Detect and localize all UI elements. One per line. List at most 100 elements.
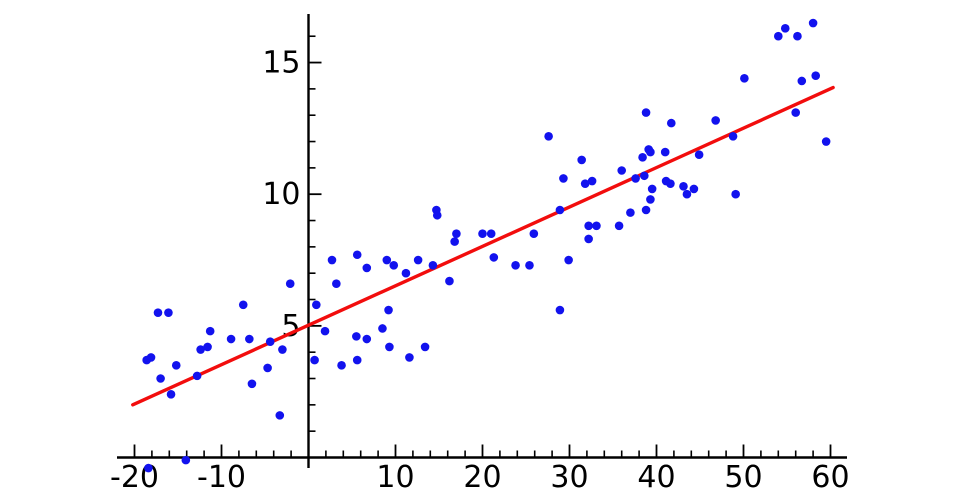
x-tick-label: -10 [197,460,246,495]
data-point [821,137,831,146]
data-point [196,345,205,354]
data-point [405,353,414,362]
data-point [647,184,657,194]
data-point [617,166,626,175]
data-point [689,184,699,194]
data-point [263,363,272,373]
data-point [385,342,394,352]
data-point [711,116,720,125]
data-point [511,260,520,270]
data-point [337,361,346,370]
data-point [245,334,254,344]
data-point [428,260,438,270]
data-point [731,189,740,199]
data-point [679,182,688,191]
data-point [638,153,647,162]
data-point [478,229,487,238]
data-point [265,337,275,346]
data-point [384,305,393,315]
data-point [378,324,387,333]
data-point [584,234,593,244]
data-point [626,208,635,217]
data-point [452,229,461,238]
data-point [666,179,675,188]
regression-line [131,85,835,407]
data-point [166,390,176,399]
y-tick-label: 5 [281,309,300,344]
x-tick-label: 60 [811,460,849,495]
data-point [310,355,319,365]
data-point [432,210,442,220]
data-point [171,361,181,370]
data-point [660,147,670,157]
data-point [641,205,651,215]
data-point [646,147,655,157]
data-point [631,174,640,183]
data-point [181,455,191,465]
data-point [791,108,800,117]
data-point [146,353,156,362]
data-point [352,250,362,260]
data-point [544,131,553,141]
data-point [192,371,202,381]
data-point [728,131,738,141]
data-point [401,268,411,278]
data-point [682,189,692,199]
data-point [640,171,649,181]
data-point [580,179,590,188]
data-point [559,174,568,183]
data-point [555,205,565,215]
data-point [486,229,496,238]
x-tick-label: 50 [724,460,762,495]
data-point [205,326,215,336]
data-point [275,411,285,420]
data-point [332,279,341,289]
y-tick-label: 10 [262,177,300,212]
x-tick-label: 10 [376,460,414,495]
data-point [156,374,165,383]
data-point [312,300,321,310]
data-point [226,334,236,344]
data-point [285,279,295,289]
data-point [529,229,539,238]
data-point [666,118,676,128]
data-point [555,305,565,315]
data-point [203,342,212,352]
data-point [564,255,573,265]
data-point [525,260,534,270]
data-point [278,345,287,354]
data-point [740,74,749,83]
data-point [450,237,459,246]
data-point [614,221,624,231]
data-point [413,255,423,265]
data-point [797,76,807,86]
y-tick-label: 15 [262,46,300,81]
data-point [352,355,362,365]
data-point [320,326,330,336]
data-point [694,150,704,160]
data-point [420,342,430,352]
data-point [811,71,821,81]
data-point [584,221,593,231]
x-tick-label: 40 [637,460,675,495]
data-point [445,276,454,286]
data-point [808,18,818,28]
x-tick-label: 30 [550,460,588,495]
data-point [592,221,601,231]
data-point [327,255,337,265]
data-point [352,332,361,341]
data-point [382,255,392,265]
data-point [153,308,163,317]
data-point [362,263,372,273]
data-point [238,300,248,310]
data-point [247,379,257,389]
data-point [577,155,586,165]
data-point [164,308,173,317]
data-point [389,260,399,270]
data-point [793,31,802,41]
data-point [144,463,153,473]
data-point [641,108,651,117]
data-point [362,334,372,344]
